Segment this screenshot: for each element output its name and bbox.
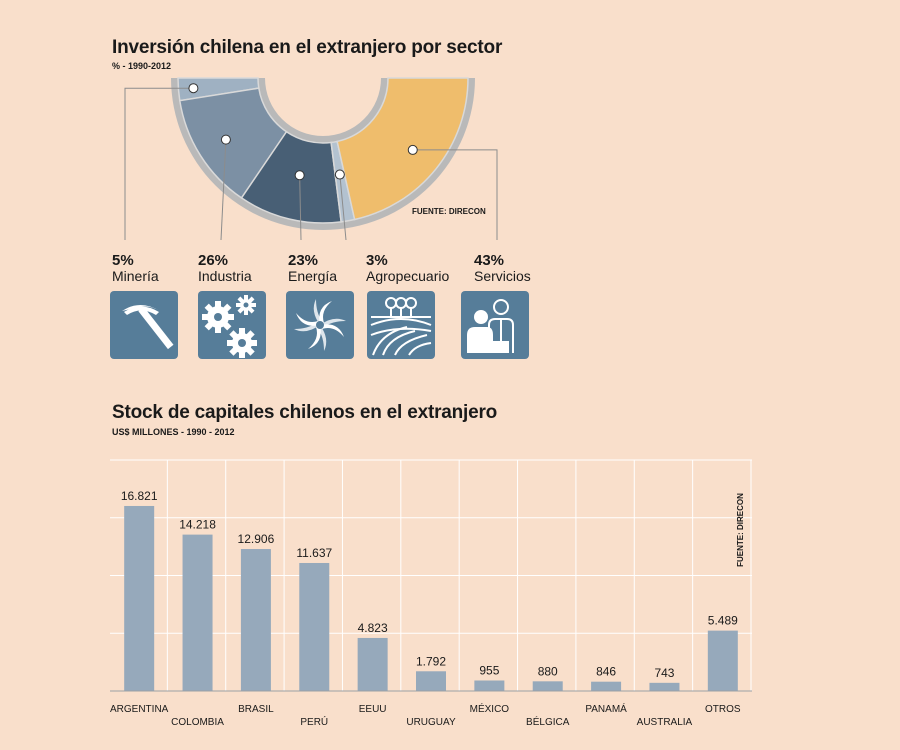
bar-panamá — [591, 681, 622, 691]
bar-value-label: 846 — [596, 665, 616, 679]
donut-leader-line — [299, 175, 302, 241]
stock-chart-title: Stock de capitales chilenos en el extran… — [112, 402, 498, 423]
sector-pct: 43% — [474, 252, 505, 269]
donut-slice-2 — [240, 130, 343, 224]
sector-label-mineria: 5% Minería — [112, 253, 159, 284]
donut-marker — [334, 169, 345, 180]
bar-otros — [707, 630, 738, 691]
bar-argentina — [124, 505, 155, 691]
category-label: ARGENTINA — [110, 704, 169, 715]
category-label: COLOMBIA — [171, 717, 224, 728]
sector-chart-source: FUENTE: DIRECON — [412, 207, 486, 216]
donut-slice-0 — [177, 77, 260, 102]
bar-value-label: 4.823 — [358, 621, 388, 635]
sector-pct: 5% — [112, 252, 134, 269]
bar-bélgica — [532, 681, 563, 691]
stock-chart-source: FUENTE: DIRECON — [736, 493, 745, 567]
bar-value-label: 16.821 — [121, 489, 158, 503]
category-label: MÉXICO — [470, 702, 510, 715]
bar-uruguay — [416, 671, 446, 691]
bar-value-label: 5.489 — [708, 614, 738, 628]
sector-pct: 3% — [366, 252, 388, 269]
stock-chart-subtitle: US$ MILLONES - 1990 - 2012 — [112, 427, 235, 437]
category-label: PANAMÁ — [585, 702, 627, 715]
bar-value-label: 880 — [538, 664, 558, 678]
sector-chart-subtitle: % - 1990-2012 — [112, 61, 172, 71]
sector-chart-title: Inversión chilena en el extranjero por s… — [112, 37, 503, 58]
donut-leader-line — [339, 174, 347, 241]
bar-brasil — [240, 549, 271, 691]
sector-label-energia: 23% Energía — [288, 253, 337, 284]
stock-bar-chart: 16.821 14.218 12.906 11.637 4.823 1.792 955 880… — [110, 459, 752, 728]
donut-marker — [294, 170, 305, 181]
category-label: BRASIL — [238, 704, 274, 715]
businesspeople-icon — [461, 291, 529, 359]
sector-label-agropecuario: 3% Agropecuario — [366, 253, 449, 284]
bar-value-label: 11.637 — [296, 546, 332, 560]
bar-méxico — [474, 680, 505, 691]
sector-name: Minería — [112, 268, 159, 284]
category-label: AUSTRALIA — [637, 717, 693, 728]
sector-name: Agropecuario — [366, 268, 450, 284]
sector-name: Industria — [198, 268, 252, 284]
sector-name: Energía — [288, 268, 338, 284]
sector-pct: 23% — [288, 252, 319, 269]
donut-marker — [188, 83, 199, 94]
category-label: PERÚ — [300, 715, 328, 728]
bar-australia — [649, 682, 680, 691]
donut-leader-line — [220, 139, 227, 241]
gears-icon — [198, 291, 266, 359]
sector-pct: 26% — [198, 252, 229, 269]
sector-name: Servicios — [474, 268, 531, 284]
pickaxe-icon — [110, 291, 178, 359]
donut-marker — [407, 144, 418, 155]
category-label: URUGUAY — [406, 717, 456, 728]
category-label: OTROS — [705, 704, 741, 715]
bar-value-label: 955 — [479, 663, 499, 677]
sector-label-industria: 26% Industria — [198, 253, 252, 284]
bar-eeuu — [357, 637, 388, 691]
category-label: EEUU — [359, 704, 387, 715]
sector-donut-chart: FUENTE: DIRECON — [124, 77, 498, 241]
bar-value-label: 14.218 — [179, 518, 216, 532]
category-label: BÉLGICA — [526, 715, 570, 728]
bar-perú — [299, 562, 330, 691]
donut-leader-line — [124, 87, 194, 240]
bar-colombia — [182, 534, 213, 691]
farm-icon — [367, 291, 435, 359]
sector-label-servicios: 43% Servicios — [474, 253, 531, 284]
bar-value-label: 12.906 — [238, 532, 275, 546]
swirl-icon — [286, 291, 354, 359]
donut-slice-4 — [336, 77, 469, 221]
bar-value-label: 1.792 — [416, 654, 446, 668]
donut-marker — [220, 134, 231, 145]
donut-leader-line — [412, 149, 498, 240]
bar-value-label: 743 — [654, 666, 674, 680]
